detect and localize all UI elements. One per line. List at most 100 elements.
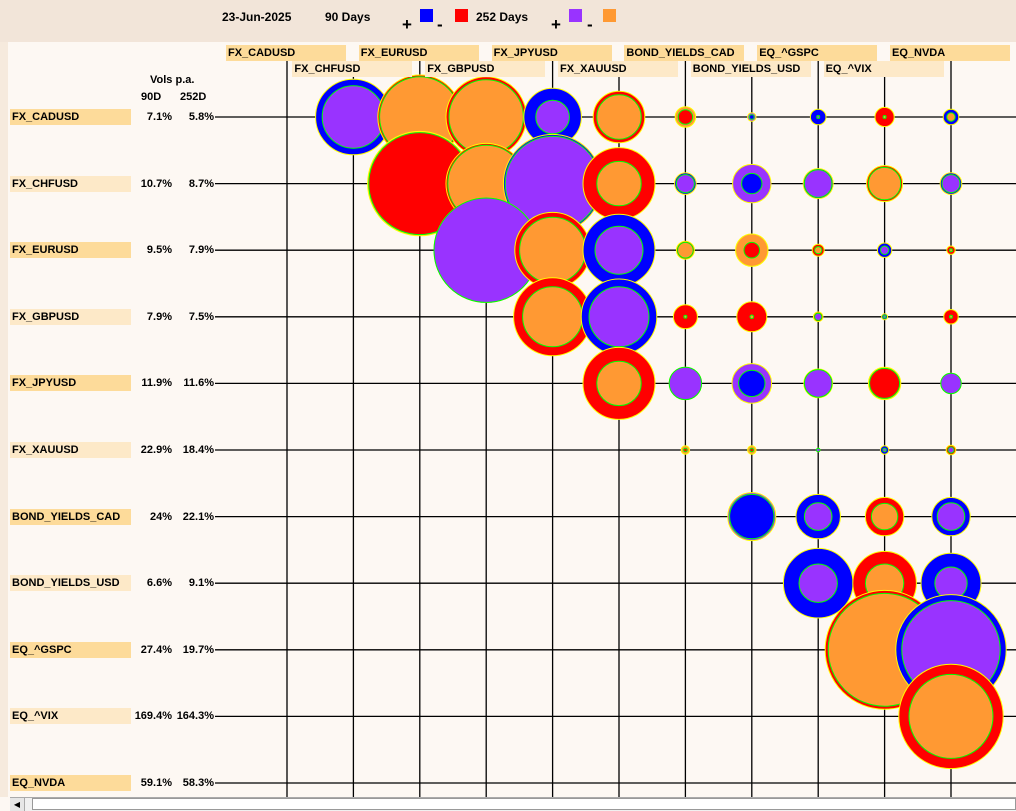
correlation-bubble [795,493,841,540]
vol-90d: 6.6% [146,577,172,590]
legend-plus-90: + [402,15,412,34]
vol-90d: 59.1% [140,777,172,789]
correlation-bubble [931,496,971,537]
correlation-bubble [939,172,963,195]
scroll-left-button[interactable]: ◀ [10,798,25,811]
column-label: FX_GBPUSD [425,61,546,77]
correlation-bubble [315,78,392,156]
vols-90d-header: 90D [141,91,162,103]
correlation-bubble [513,277,593,357]
bubble-252d [596,360,642,407]
bubble-252d [803,502,833,531]
bubble-90d [683,447,688,453]
correlation-bubble [809,108,827,126]
bubble-90d [677,109,694,125]
left-edge [0,42,8,797]
vol-90d: 10.7% [140,177,172,190]
bubble-90d [729,493,775,540]
bubble-252d [908,673,994,759]
correlation-bubble [727,492,777,542]
correlation-bubble [782,547,854,619]
vol-90d: 9.5% [146,244,172,257]
correlation-bubble [867,366,902,401]
correlation-bubble [582,213,656,287]
bubble-252d [749,314,755,320]
row-label: BOND_YIELDS_CAD [10,508,131,525]
correlation-bubble [732,163,772,204]
bubble-252d [947,446,955,454]
bubble-252d [803,169,833,198]
bubble-252d [816,115,821,119]
correlation-bubble [812,311,824,323]
correlation-bubble [815,447,821,453]
bubble-252d [596,160,642,207]
correlation-bubble [802,168,834,200]
bubble-252d [683,314,688,319]
vol-252d: 22.1% [182,510,214,523]
vols-252d-header: 252D [180,91,207,103]
vols-title: Vols p.a. [150,74,195,86]
correlation-bubble [445,76,527,158]
correlation-bubble [736,301,768,333]
bubble-90d [749,447,755,453]
correlation-bubble [876,242,893,258]
correlation-bubble [680,445,691,455]
bubble-252d [946,112,956,122]
vol-252d: 11.6% [183,377,214,390]
scroll-thumb[interactable] [32,798,1016,810]
correlation-bubble [811,243,825,257]
bubble-252d [535,99,570,135]
bubble-252d [936,502,966,531]
correlation-bubble [940,372,962,395]
legend-252-days-label: 252 Days [476,10,529,24]
correlation-bubble [943,309,959,325]
bubble-252d [677,241,694,259]
vol-90d: 169.4% [134,710,172,723]
correlation-bubble [945,444,957,456]
row-label: EQ_^GSPC [10,641,131,658]
header-bar: 23-Jun-2025 90 Days + - 252 Days + - [0,0,1016,42]
vol-252d: 58.3% [182,777,214,789]
correlation-bubble [580,278,658,356]
correlation-bubble [747,112,757,122]
bubble-252d [882,447,887,453]
row-label: EQ_NVDA [10,775,131,791]
column-label: EQ_^VIX [823,61,944,77]
bubble-252d [675,174,695,194]
bubble-252d [882,115,887,119]
bubble-252d [867,166,902,201]
vol-90d: 27.4% [140,643,172,656]
horizontal-scrollbar[interactable]: ◀ [10,797,1016,811]
correlation-bubble [675,240,695,260]
vol-90d: 24% [149,510,172,523]
bubble-252d [814,246,823,255]
correlation-bubble [881,313,889,321]
legend-plus-252: + [551,15,561,34]
column-label: EQ_NVDA [890,45,1010,61]
vol-252d: 8.7% [188,177,214,190]
row-label: FX_CHFUSD [10,175,131,192]
column-label: FX_EURUSD [358,45,479,61]
legend-252-negative-swatch [603,9,616,22]
correlation-bubble [674,106,697,128]
vol-90d: 7.1% [146,111,172,123]
vol-252d: 7.9% [188,244,214,257]
column-label: EQ_^GSPC [757,45,878,61]
correlation-bubble [803,368,834,399]
bubble-252d [814,312,823,321]
bubble-252d [803,369,833,398]
legend-90-positive-swatch [420,9,433,22]
legend-90-days-label: 90 Days [325,10,371,24]
bubble-90d [869,367,901,399]
column-label: BOND_YIELDS_USD [690,61,811,77]
vol-252d: 9.1% [188,577,214,590]
column-label: BOND_YIELDS_CAD [624,45,745,61]
vol-252d: 18.4% [182,444,214,456]
correlation-bubble [735,233,769,267]
correlation-bubble [668,366,703,401]
legend-minus-252: - [587,15,593,34]
column-label: FX_XAUUSD [558,61,678,77]
correlation-bubble [747,445,757,455]
bubble-252d [321,85,386,149]
